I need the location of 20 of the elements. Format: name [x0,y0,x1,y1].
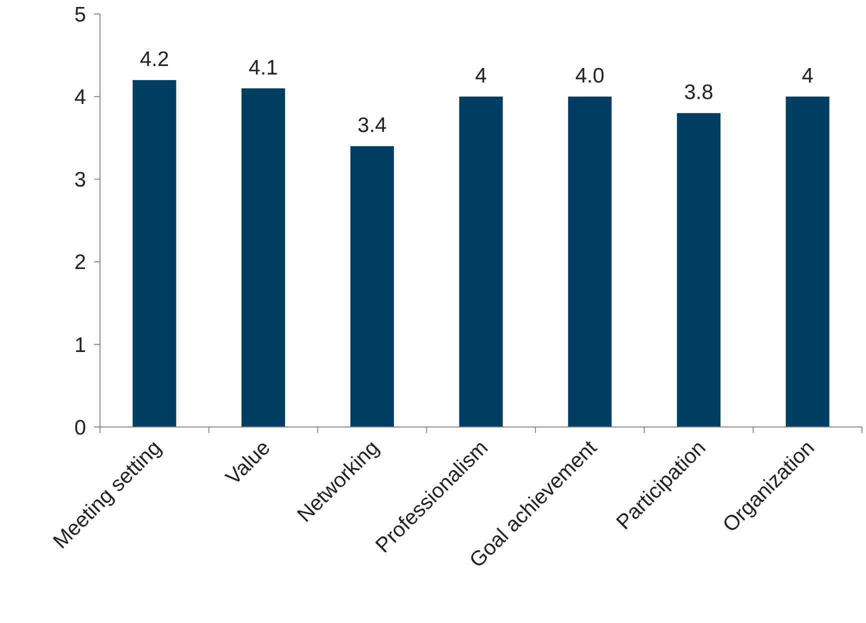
bar [242,88,286,427]
bar [786,96,830,427]
bar [568,96,612,427]
data-label: 3.4 [358,114,388,138]
bar [350,146,394,427]
y-tick-label: 1 [74,334,86,357]
y-tick-label: 5 [74,3,86,26]
bar [132,80,176,427]
data-label: 3.8 [684,81,714,104]
y-tick-label: 2 [74,251,86,274]
data-label: 4 [802,64,814,88]
data-label: 4.2 [140,48,170,72]
data-label: 4.1 [248,56,278,80]
y-tick-label: 4 [74,86,86,109]
y-tick-label: 3 [74,168,86,192]
bar [676,113,720,427]
bar [459,96,503,427]
y-tick-label: 0 [74,416,86,440]
data-label: 4.0 [575,64,604,88]
data-label: 4 [475,64,488,88]
